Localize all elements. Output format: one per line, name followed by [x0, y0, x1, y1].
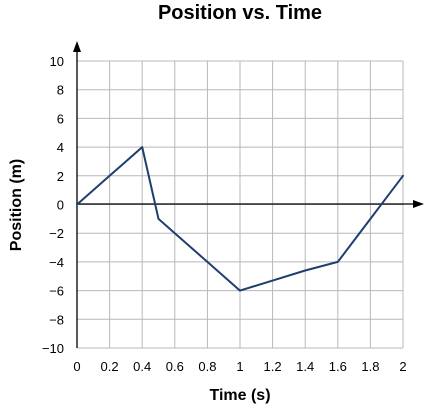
y-tick-label: −6 [49, 284, 64, 299]
y-tick-label: 4 [57, 140, 64, 155]
x-axis-arrow [413, 200, 424, 208]
y-tick-label: 0 [57, 198, 64, 213]
x-tick-label: 2 [399, 359, 406, 374]
y-tick-label: −8 [49, 312, 64, 327]
x-tick-label: 0 [73, 359, 80, 374]
x-tick-label: 1.2 [264, 359, 282, 374]
x-axis-label: Time (s) [209, 387, 270, 404]
x-tick-label: 1 [236, 359, 243, 374]
x-tick-label: 1.4 [296, 359, 314, 374]
x-tick-label: 0.8 [198, 359, 216, 374]
y-tick-label: 8 [57, 83, 64, 98]
series [76, 146, 404, 292]
x-tick-label: 0.2 [101, 359, 119, 374]
x-tick-label: 1.6 [329, 359, 347, 374]
series-line [76, 146, 404, 292]
x-tick-label: 1.8 [361, 359, 379, 374]
x-tick-label: 0.4 [133, 359, 151, 374]
y-tick-label: −4 [49, 255, 64, 270]
chart-title: Position vs. Time [157, 2, 323, 24]
y-tick-label: 6 [57, 111, 64, 126]
y-tick-label: 10 [50, 54, 64, 69]
axes [73, 41, 424, 348]
y-axis-arrow [73, 41, 81, 52]
y-tick-label: −2 [49, 226, 64, 241]
y-axis-label: Position (m) [8, 159, 25, 251]
y-tick-label: 2 [57, 169, 64, 184]
tick-labels: 0 0.2 0.4 0.6 0.8 1 1.2 1.4 1.6 1.8 2 10 8 6 4 2 0 −2 −4 −6… [42, 54, 407, 374]
y-tick-label: −10 [42, 341, 64, 356]
x-tick-label: 0.6 [166, 359, 184, 374]
